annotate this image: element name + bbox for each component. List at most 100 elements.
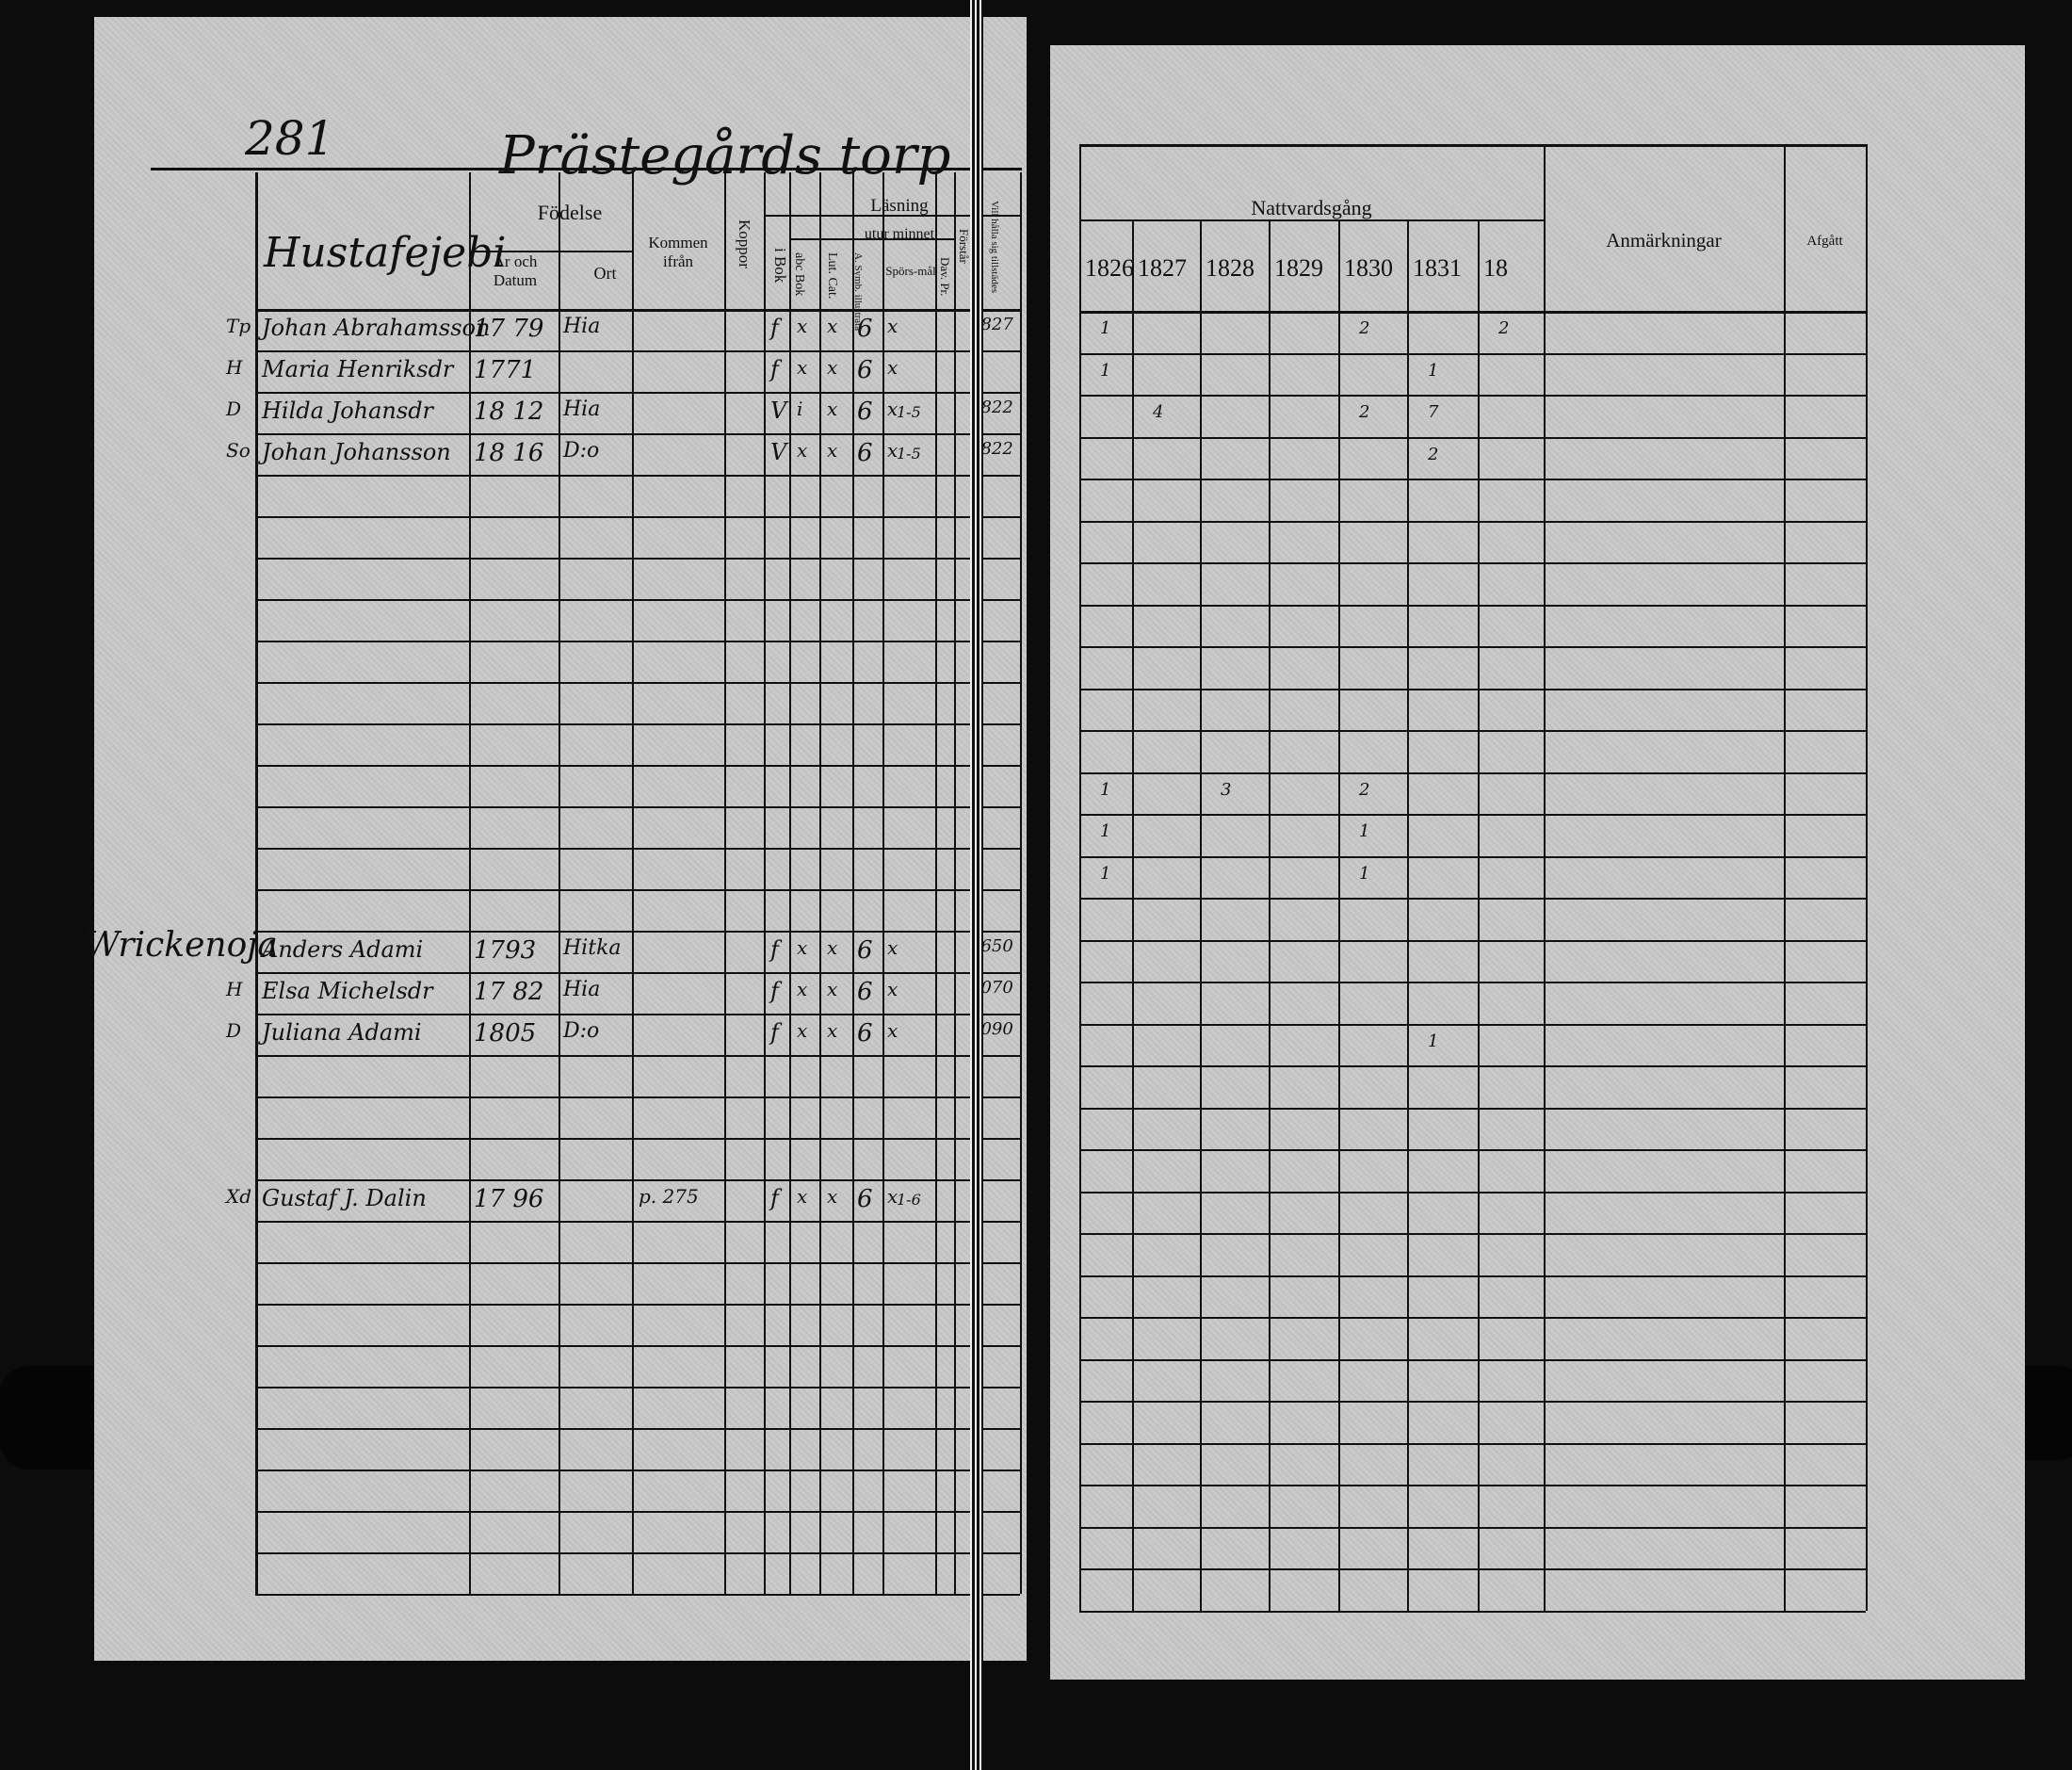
nattvard-mark: 1	[1100, 360, 1111, 381]
entry-symb: x	[887, 1019, 898, 1042]
row-rule	[1079, 1317, 1866, 1319]
entry-abc-bok: x	[797, 439, 808, 462]
header-forstar: Förstår	[957, 229, 971, 264]
column-rule	[558, 172, 560, 1594]
header-ort: Ort	[593, 264, 617, 283]
entry-birth-place: D:o	[563, 1019, 600, 1043]
row-rule	[255, 1345, 1020, 1347]
entry-role: D	[226, 1019, 242, 1042]
year-header-3: 1829	[1274, 254, 1323, 282]
row-rule	[1079, 688, 1866, 690]
header-kommen-ifran: Kommen ifrån	[648, 234, 708, 270]
header-top-rule	[1079, 144, 1866, 147]
nattvard-mark: 2	[1359, 402, 1370, 422]
row-rule	[255, 1014, 1020, 1015]
entry-i-bok: V	[770, 439, 787, 465]
row-rule	[255, 1262, 1020, 1264]
row-rule	[255, 1304, 1020, 1306]
entry-role: D	[226, 398, 242, 420]
entry-lut: x	[827, 1019, 838, 1042]
row-rule	[255, 1552, 1020, 1554]
row-rule	[1079, 1275, 1866, 1277]
entry-i-bok: V	[770, 398, 787, 424]
nattvard-mark: 1	[1359, 821, 1370, 841]
row-rule	[1079, 436, 1866, 439]
page-number: 281	[245, 111, 335, 166]
header-anmarkningar: Anmärkningar	[1606, 229, 1722, 252]
row-rule	[1079, 1107, 1866, 1110]
row-rule	[1079, 1149, 1866, 1151]
column-rule	[1544, 144, 1546, 1611]
column-rule	[1079, 144, 1081, 1611]
entry-i-bok: f	[770, 356, 779, 382]
nattvard-mark: 2	[1428, 444, 1439, 464]
entry-birth-year: 1771	[474, 356, 537, 384]
nattvard-mark: 1	[1100, 821, 1111, 841]
header-utur-minnet: utur minnet	[864, 226, 935, 242]
entry-abc-bok: i	[797, 398, 803, 420]
entry-symb: x	[887, 936, 898, 959]
row-rule	[1079, 814, 1866, 816]
entry-lut: x	[827, 439, 838, 462]
nattvard-mark: 1	[1359, 863, 1370, 884]
row-rule	[1079, 395, 1866, 397]
row-rule	[255, 1221, 1020, 1223]
nattvard-mark: 1	[1100, 863, 1111, 884]
row-rule	[255, 848, 1020, 850]
row-rule	[1079, 939, 1866, 942]
row-rule	[255, 475, 1020, 477]
row-rule	[1079, 1485, 1866, 1486]
entry-abc-bok: x	[797, 315, 808, 337]
row-rule	[1079, 1401, 1866, 1403]
row-rule	[1079, 520, 1866, 523]
entry-cat: 6	[857, 1019, 873, 1047]
row-rule	[1079, 1065, 1866, 1067]
row-rule	[255, 433, 1020, 435]
row-rule	[1079, 855, 1866, 858]
column-rule	[935, 172, 937, 1594]
header-abc-bok: abc Bok	[792, 252, 806, 297]
column-rule	[1020, 172, 1022, 1594]
column-rule	[852, 172, 854, 1594]
column-rule	[954, 172, 956, 1594]
entry-role: H	[226, 356, 243, 379]
entry-name: Juliana Adami	[262, 1019, 422, 1046]
row-rule	[1079, 1023, 1866, 1026]
row-rule	[1079, 771, 1866, 774]
row-rule	[1079, 646, 1866, 648]
row-rule	[1079, 1610, 1866, 1613]
utur-minnet-rule	[789, 238, 954, 240]
header-i-bok: i Bok	[771, 248, 789, 284]
row-rule	[1079, 1233, 1866, 1235]
row-rule	[1079, 352, 1866, 355]
column-rule	[1338, 219, 1340, 1611]
header-sporsmal: Spörs-mål	[885, 264, 936, 278]
entry-birth-year: 17 96	[474, 1185, 544, 1213]
entry-birth-place: Hia	[563, 315, 601, 338]
name-column-heading: Hustafejebi	[264, 229, 507, 277]
entry-name: Anders Adami	[262, 936, 424, 963]
year-header-6: 18	[1483, 254, 1508, 282]
row-rule	[1079, 1191, 1866, 1194]
row-rule	[255, 1511, 1020, 1513]
row-rule	[1079, 1568, 1866, 1570]
entry-lut: x	[827, 978, 838, 1000]
nattvard-mark: 4	[1153, 402, 1164, 422]
entry-name: Gustaf J. Dalin	[262, 1185, 427, 1211]
entry-birth-year: 18 16	[474, 439, 544, 467]
nattvard-mark: 1	[1428, 360, 1439, 381]
column-rule	[632, 172, 634, 1594]
title-rule	[151, 168, 1022, 171]
column-rule	[1200, 219, 1202, 1611]
row-rule	[1079, 730, 1866, 732]
nattvard-mark: 1	[1428, 1031, 1439, 1051]
header-fodelse: Födelse	[537, 201, 603, 224]
group-label: Wrickenoja	[85, 926, 278, 965]
entry-lut: x	[827, 356, 838, 379]
entry-cat: 6	[857, 356, 873, 384]
right-page: Nattvardsgång Anmärkningar Afgått 1826 18…	[1050, 45, 2025, 1680]
nattvard-mark: 2	[1359, 318, 1370, 338]
row-rule	[255, 1470, 1020, 1471]
entry-birth-place: Hitka	[563, 936, 622, 960]
entry-symb: x	[887, 978, 898, 1000]
